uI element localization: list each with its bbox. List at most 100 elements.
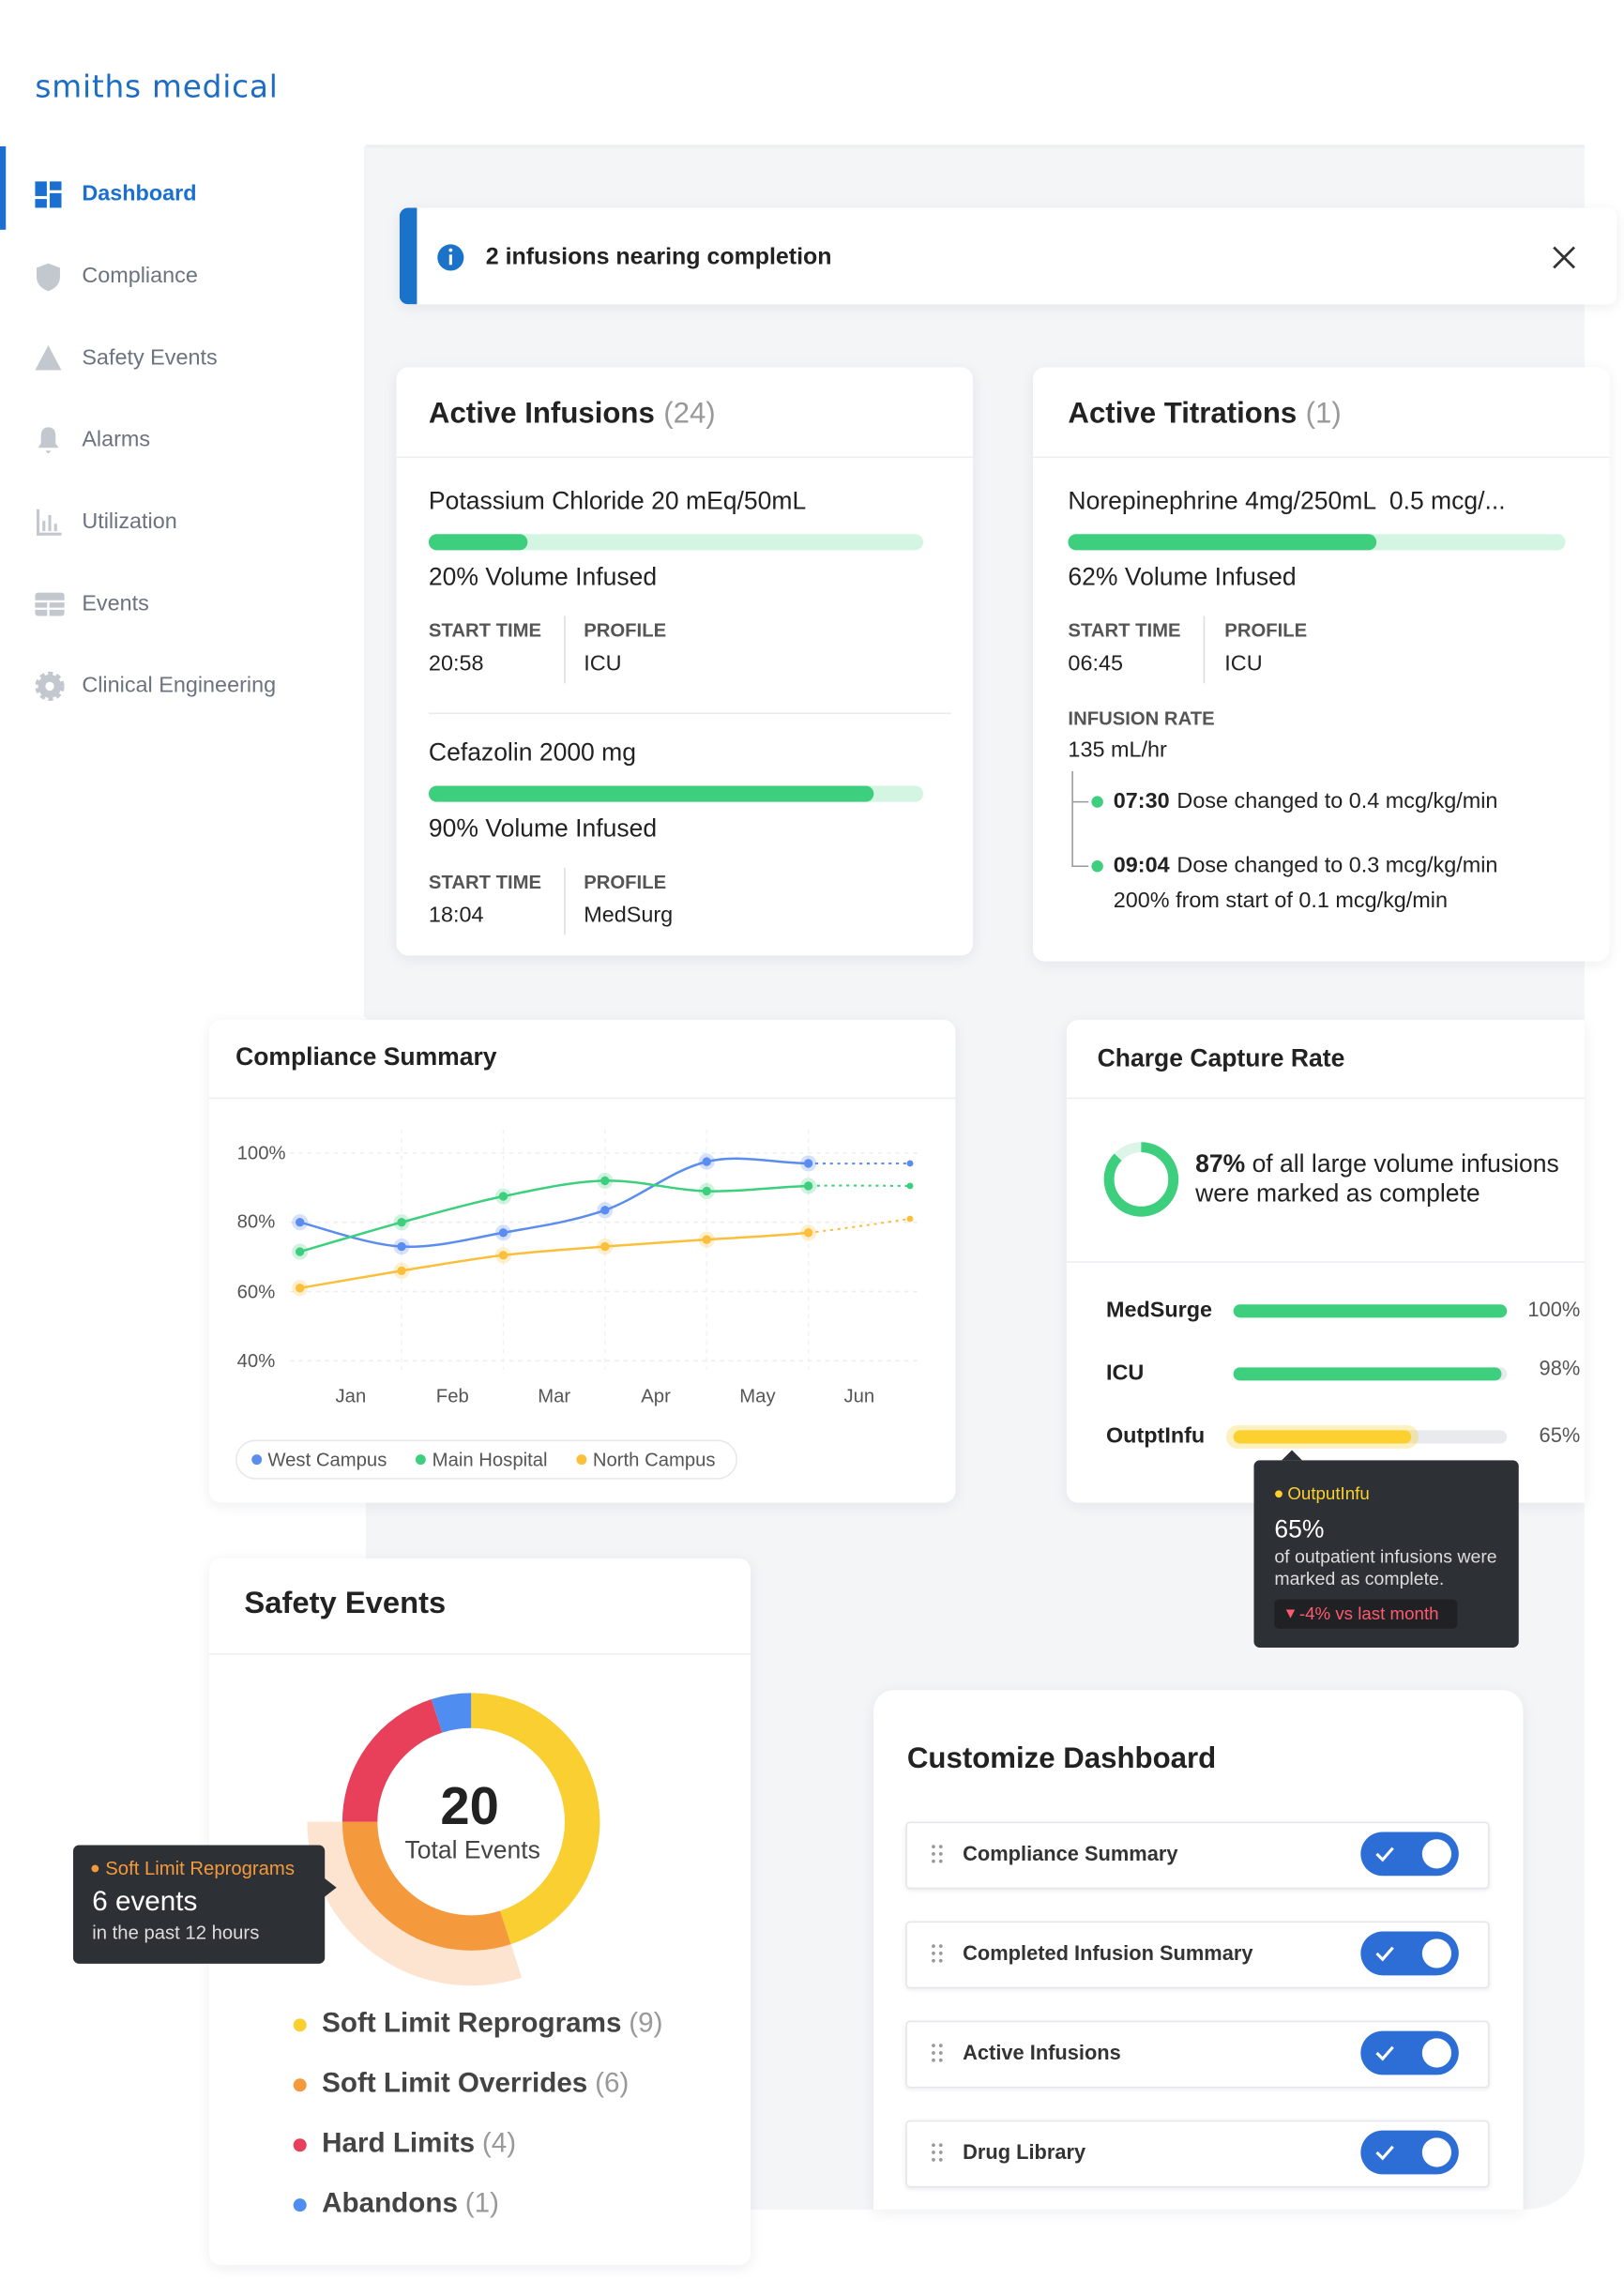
nav-item[interactable]	[0, 400, 364, 481]
text-line: Soft Limit Reprograms (9)	[322, 2009, 662, 2043]
nav-icon	[50, 181, 62, 190]
toggle[interactable]	[1360, 2030, 1459, 2075]
progress-track	[428, 534, 924, 551]
drag-handle	[938, 2143, 943, 2148]
event-text: Dose changed to 0.4 mcg/kg/min	[1176, 788, 1498, 814]
data-point	[494, 1247, 512, 1264]
card	[396, 367, 974, 956]
data-point	[292, 1280, 309, 1297]
nav-icon	[50, 192, 62, 208]
y-tick-label: 80%	[236, 1210, 276, 1233]
bar	[1233, 1367, 1502, 1381]
tooltip-name: OutputInfu	[1287, 1483, 1370, 1504]
event-time: 09:04	[1113, 853, 1170, 878]
legend-swatch	[416, 1454, 427, 1466]
card-divider	[209, 1097, 956, 1100]
card-divider	[1066, 1261, 1585, 1263]
graphics	[1375, 2137, 1452, 2167]
drag-handle	[938, 1845, 943, 1848]
data-point	[698, 1182, 715, 1200]
y-tick-label: 40%	[236, 1349, 276, 1372]
tooltip-text: of outpatient infusions were marked as c…	[1274, 1546, 1497, 1589]
field-value: ICU	[584, 650, 622, 676]
legend-label: Abandons	[322, 2188, 458, 2220]
data-point	[800, 1178, 817, 1194]
toggle-knob	[1421, 2038, 1452, 2068]
rate-text: of all large volume infusions were marke…	[1195, 1149, 1559, 1208]
card-divider	[396, 456, 974, 459]
donut-segment	[341, 1821, 511, 1951]
donut-label: Total Events	[404, 1835, 540, 1864]
card-divider	[1033, 456, 1610, 459]
drag-handle	[932, 1845, 935, 1848]
toggle[interactable]	[1360, 1931, 1459, 1976]
bar-label: ICU	[1105, 1360, 1145, 1386]
text-line: Active Titrations (1)	[1068, 397, 1341, 432]
nav-icon	[35, 181, 47, 196]
toggle[interactable]	[1360, 1832, 1459, 1877]
bar-value: 98%	[1539, 1356, 1581, 1379]
data-point	[292, 1214, 309, 1231]
drag-handle	[938, 1944, 943, 1949]
data-point	[698, 1231, 715, 1248]
drag-handle	[932, 2157, 935, 2162]
brand-logo: smiths medical	[35, 68, 279, 105]
drag-handle	[938, 1952, 943, 1955]
rate-value: 87%	[1195, 1149, 1246, 1178]
card-title: Active Titrations	[1068, 398, 1298, 431]
x-tick-label: Feb	[435, 1384, 469, 1406]
nav-item[interactable]	[0, 481, 364, 563]
field-value: 18:04	[428, 903, 484, 928]
data-point	[292, 1243, 309, 1260]
drag-handle	[932, 1944, 935, 1949]
data-point	[800, 1155, 817, 1172]
nav-icon	[35, 345, 62, 371]
info-icon	[448, 248, 453, 252]
donut-segment	[1103, 1142, 1179, 1217]
field-label: PROFILE	[584, 871, 667, 893]
drag-handle	[938, 2151, 943, 2154]
bar-value: 65%	[1539, 1422, 1581, 1447]
event-time: 07:30	[1113, 788, 1170, 814]
field-label: INFUSION RATE	[1068, 707, 1215, 729]
drug-name: Potassium Chloride 20 mEq/50mL	[428, 487, 807, 515]
legend-count: (6)	[595, 2068, 630, 2100]
bar-value: 100%	[1527, 1297, 1581, 1321]
data-point	[906, 1182, 914, 1190]
item-label: Completed Infusion Summary	[963, 1940, 1253, 1965]
nav-label: Safety Events	[82, 345, 218, 371]
data-point	[597, 1238, 614, 1255]
nav-label: Alarms	[82, 427, 151, 452]
close-button[interactable]	[1553, 246, 1576, 269]
drag-handle	[938, 2044, 943, 2048]
toggle-check	[1375, 2145, 1394, 2161]
card-divider	[209, 1653, 751, 1655]
drag-handle	[932, 1952, 935, 1955]
sidebar	[0, 145, 366, 1017]
nav-item[interactable]	[0, 563, 364, 645]
toggle[interactable]	[1360, 2130, 1459, 2175]
field-label: PROFILE	[584, 618, 667, 642]
legend-label: North Campus	[592, 1448, 716, 1470]
legend-item: Main Hospital	[416, 1448, 548, 1470]
data-point	[800, 1224, 817, 1241]
drug-name: Norepinephrine 4mg/250mL 0.5 mcg/...	[1068, 487, 1506, 515]
timeline-dot	[1091, 796, 1103, 808]
toggle-knob	[1421, 1938, 1452, 1968]
drag-handle	[932, 2151, 935, 2154]
x-tick-label: Jun	[843, 1384, 875, 1406]
legend-dot	[293, 2198, 307, 2212]
data-point	[494, 1188, 512, 1205]
item-label: Compliance Summary	[963, 1841, 1178, 1865]
toggle-knob	[1421, 1839, 1452, 1869]
legend-label: Soft Limit Overrides	[322, 2068, 588, 2100]
nav-icon	[53, 524, 57, 532]
legend-item: West Campus	[251, 1448, 387, 1470]
header-divider	[365, 144, 1585, 148]
graphics	[1375, 1938, 1452, 1968]
legend-count: (9)	[629, 2008, 663, 2040]
tooltip-change: -4% vs last month	[1298, 1603, 1439, 1624]
field-value: 06:45	[1068, 650, 1123, 676]
card-count: (24)	[663, 398, 716, 431]
